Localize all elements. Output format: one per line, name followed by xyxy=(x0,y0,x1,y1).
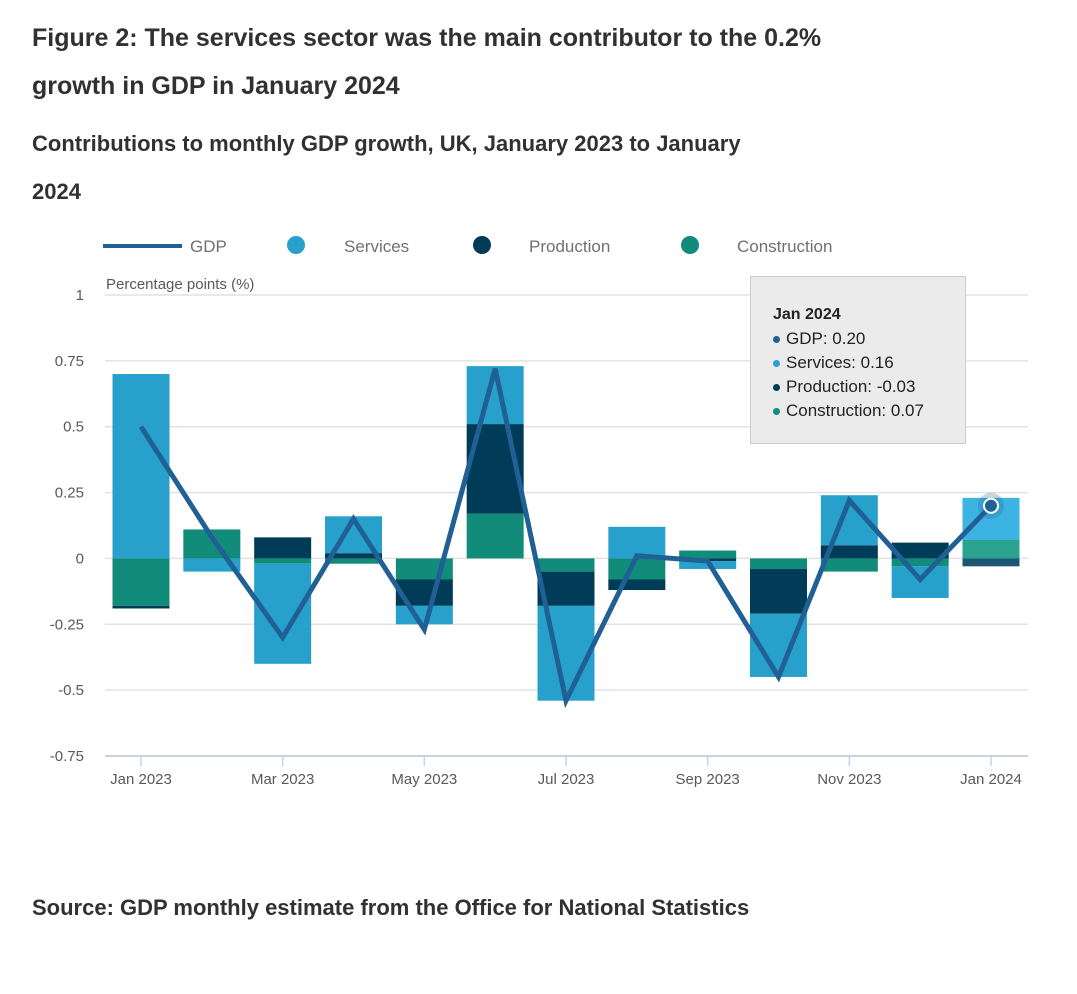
source-note: Source: GDP monthly estimate from the Of… xyxy=(32,895,750,920)
production-dot-icon xyxy=(473,236,491,254)
y-tick-label: -0.25 xyxy=(50,616,84,633)
x-axis: Jan 2023 Mar 2023 May 2023 Jul 2023 Sep 2023… xyxy=(105,755,1028,788)
x-tick-label: Jan 2024 xyxy=(960,771,1022,788)
y-axis-label: Percentage points (%) xyxy=(106,276,254,293)
legend-item-services[interactable]: Services xyxy=(287,236,409,256)
legend-label-production: Production xyxy=(529,237,610,256)
tooltip-row-construction: Construction: 0.07 xyxy=(773,399,965,423)
tooltip-title: Jan 2024 xyxy=(773,306,841,323)
gdp-line-layer xyxy=(138,368,1004,709)
production-dot-icon xyxy=(773,383,780,391)
bar-construction[interactable] xyxy=(254,558,312,564)
x-tick-label: Jan 2023 xyxy=(110,771,172,788)
bar-production[interactable] xyxy=(962,558,1020,567)
bar-production[interactable] xyxy=(891,542,949,559)
services-dot-icon xyxy=(287,236,305,254)
bar-construction[interactable] xyxy=(537,558,595,572)
bar-services[interactable] xyxy=(254,563,312,664)
bar-construction[interactable] xyxy=(891,558,949,567)
legend-item-gdp[interactable]: GDP xyxy=(103,237,227,256)
services-dot-icon xyxy=(773,359,780,367)
legend: GDP Services Production Construction xyxy=(103,236,832,256)
y-tick-label: 0.5 xyxy=(63,419,84,436)
tooltip-row-services: Services: 0.16 xyxy=(773,351,965,375)
legend-label-services: Services xyxy=(344,237,409,256)
gdp-line[interactable] xyxy=(138,368,993,709)
gdp-dot-icon xyxy=(773,335,780,343)
legend-label-construction: Construction xyxy=(737,237,832,256)
figure-title: Figure 2: The services sector was the ma… xyxy=(32,24,822,100)
y-tick-label: 1 xyxy=(76,287,84,304)
y-axis-ticks: 1 0.75 0.5 0.25 0 -0.25 -0.5 -0.75 xyxy=(50,287,84,765)
construction-dot-icon xyxy=(681,236,699,254)
tooltip-gdp-value: GDP: 0.20 xyxy=(786,329,866,348)
bar-services[interactable] xyxy=(608,526,666,559)
tooltip-row-production: Production: -0.03 xyxy=(773,375,965,399)
x-tick-label: Nov 2023 xyxy=(817,771,881,788)
tooltip-construction-value: Construction: 0.07 xyxy=(786,401,924,420)
bar-production[interactable] xyxy=(325,553,382,559)
x-tick-label: Mar 2023 xyxy=(251,771,314,788)
x-tick-label: Jul 2023 xyxy=(538,771,595,788)
y-tick-label: 0.75 xyxy=(55,353,84,370)
bar-production[interactable] xyxy=(608,579,666,591)
bar-construction[interactable] xyxy=(325,558,382,564)
x-tick-label: May 2023 xyxy=(391,771,457,788)
bar-construction[interactable] xyxy=(608,558,666,580)
bar-construction[interactable] xyxy=(962,539,1020,559)
bar-production[interactable] xyxy=(750,568,807,614)
y-tick-label: 0.25 xyxy=(55,485,84,502)
legend-label-gdp: GDP xyxy=(190,237,227,256)
tooltip-row-gdp: GDP: 0.20 xyxy=(773,327,965,351)
chart-subtitle: Contributions to monthly GDP growth, UK,… xyxy=(32,131,741,204)
construction-dot-icon xyxy=(773,407,780,415)
bar-production[interactable] xyxy=(254,537,312,559)
bar-production[interactable] xyxy=(820,545,878,559)
bars xyxy=(112,366,1020,701)
bar-construction[interactable] xyxy=(679,550,737,559)
y-tick-label: -0.75 xyxy=(50,748,84,765)
bar-services[interactable] xyxy=(537,605,595,701)
bar-construction[interactable] xyxy=(112,558,170,606)
gdp-point-marker[interactable] xyxy=(983,497,999,514)
y-tick-label: -0.5 xyxy=(58,682,84,699)
bar-production[interactable] xyxy=(112,605,170,609)
bar-services[interactable] xyxy=(112,374,170,559)
legend-item-construction[interactable]: Construction xyxy=(681,236,832,256)
bar-construction[interactable] xyxy=(750,558,807,569)
bar-construction[interactable] xyxy=(820,558,878,572)
tooltip: Jan 2024 GDP: 0.20 Services: 0.16 Produc… xyxy=(750,276,966,444)
y-tick-label: 0 xyxy=(76,550,84,567)
gdp-contributions-chart: GDP Services Production Construction Per… xyxy=(50,236,1028,788)
legend-item-production[interactable]: Production xyxy=(473,236,610,256)
bar-construction[interactable] xyxy=(466,513,524,559)
tooltip-production-value: Production: -0.03 xyxy=(786,377,916,396)
x-tick-label: Sep 2023 xyxy=(676,771,740,788)
tooltip-services-value: Services: 0.16 xyxy=(786,353,894,372)
